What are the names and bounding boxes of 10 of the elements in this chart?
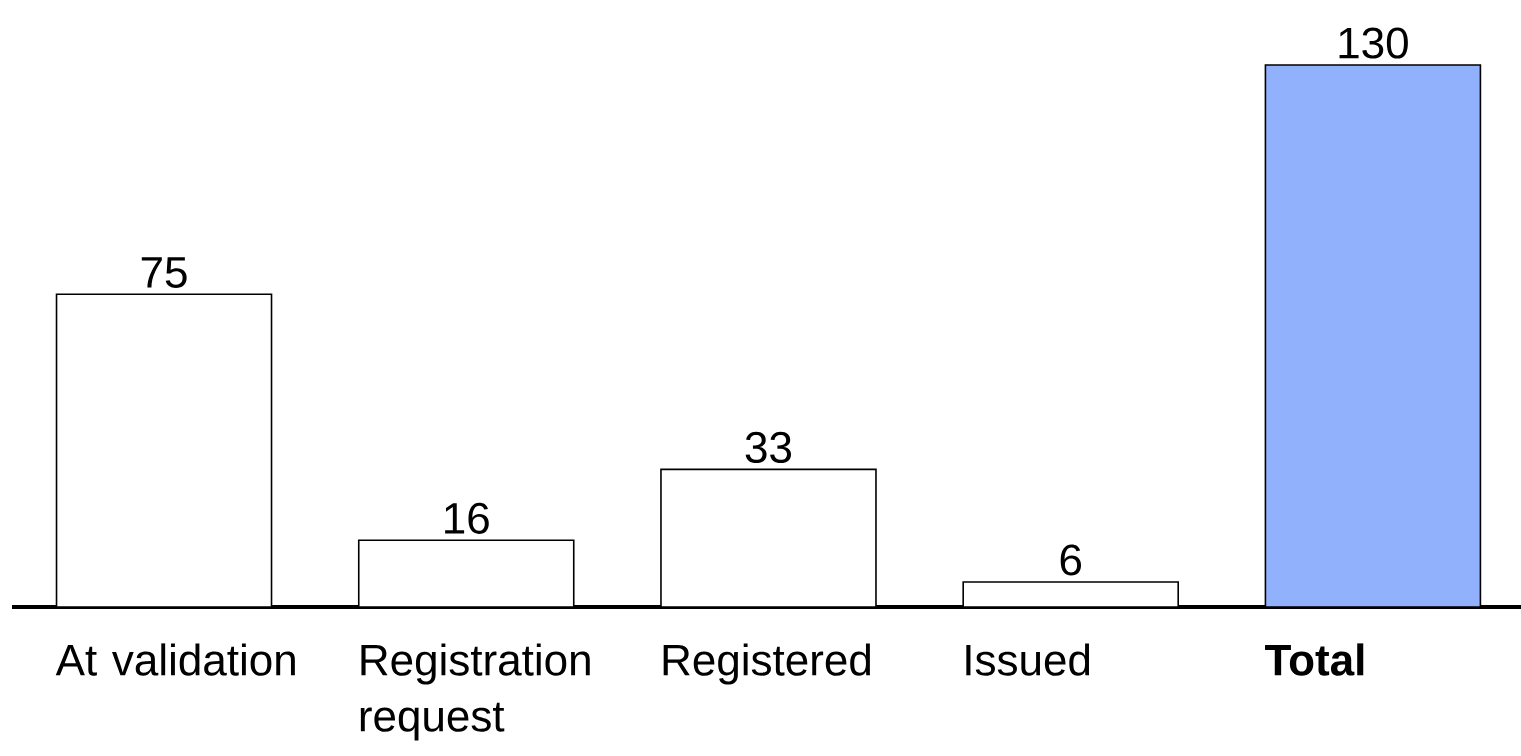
data-label: 6 [1060, 544, 1082, 576]
x-tick-label: At validation [55, 643, 295, 676]
x-tick-label: Issued [966, 643, 1090, 676]
x-tick-label: Registered [663, 643, 870, 685]
data-label: 16 [445, 502, 489, 534]
data-label: 33 [745, 431, 792, 464]
data-label: 130 [1339, 27, 1408, 59]
x-tick-label: Total [1265, 643, 1364, 676]
x-tick-label: Registration request [360, 643, 590, 741]
data-label: 75 [141, 257, 187, 288]
